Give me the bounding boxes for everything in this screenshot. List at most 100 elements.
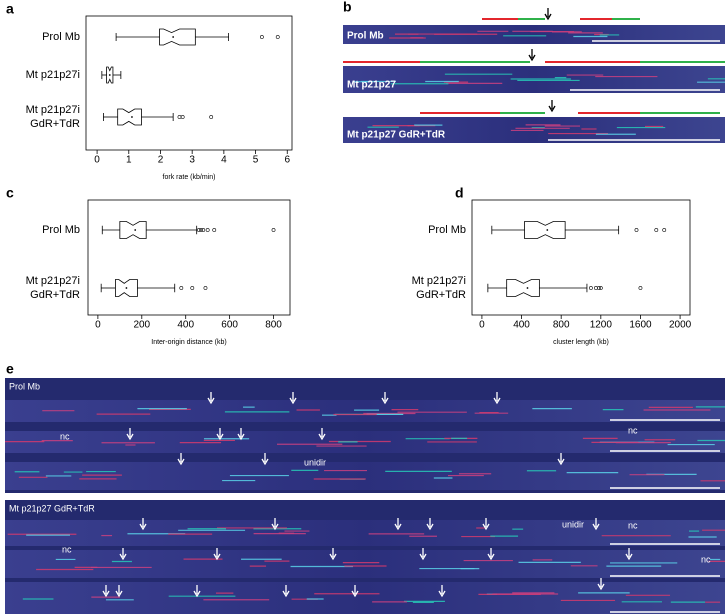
x-tick-label: 5 <box>253 155 259 166</box>
category-label: Mt p21p27i <box>412 275 466 287</box>
arrow-head <box>216 433 224 441</box>
x-tick-label: 400 <box>177 320 194 331</box>
annotation: unidir <box>562 519 584 529</box>
arrow-head <box>528 54 536 62</box>
arrow-head <box>289 397 297 405</box>
box <box>506 279 540 297</box>
x-tick-label: 1600 <box>629 320 652 331</box>
arrow-head <box>271 523 279 531</box>
arrow-head <box>351 590 359 598</box>
category-label: GdR+TdR <box>30 118 80 130</box>
arrow-head <box>207 397 215 405</box>
x-tick-label: 0 <box>94 155 100 166</box>
category-label: GdR+TdR <box>416 289 466 301</box>
arrow-head <box>544 13 552 21</box>
outlier <box>177 115 182 119</box>
annotation: nc <box>628 520 638 530</box>
box <box>524 221 566 239</box>
category-label: Prol Mb <box>428 224 466 236</box>
mean-dot <box>108 74 111 76</box>
outlier <box>180 115 185 119</box>
mean-dot <box>125 287 128 289</box>
arrow-head <box>548 105 556 113</box>
plot-frame <box>85 15 293 151</box>
x-tick-label: 2 <box>158 155 164 166</box>
arrow-head <box>102 590 110 598</box>
outlier <box>662 228 667 232</box>
group-title: Mt p21p27 GdR+TdR <box>9 503 95 513</box>
outlier <box>654 228 659 232</box>
box <box>159 28 196 46</box>
x-tick-label: 1200 <box>590 320 613 331</box>
x-axis-label: fork rate (kb/min) <box>163 174 216 181</box>
x-axis-label: cluster length (kb) <box>553 339 609 346</box>
arrow-head <box>119 553 127 561</box>
arrow-head <box>625 553 633 561</box>
x-tick-label: 200 <box>133 320 150 331</box>
annotation: unidir <box>304 457 326 467</box>
mean-dot <box>131 116 133 118</box>
outlier <box>190 286 195 290</box>
outlier <box>259 35 264 39</box>
mean-dot <box>526 287 529 289</box>
annotation: nc <box>62 544 72 554</box>
arrow-head <box>282 590 290 598</box>
panel-letter: e <box>6 361 14 377</box>
annotation: nc <box>628 425 638 435</box>
image-strip <box>343 25 725 44</box>
outlier <box>634 228 639 232</box>
category-label: Prol Mb <box>42 224 80 236</box>
outlier <box>598 286 603 290</box>
outlier <box>199 228 203 232</box>
arrow-head <box>177 458 185 466</box>
x-tick-label: 2000 <box>669 320 692 331</box>
arrow-head <box>139 523 147 531</box>
mean-dot <box>546 229 549 231</box>
x-tick-label: 600 <box>221 320 238 331</box>
x-tick-label: 800 <box>553 320 570 331</box>
arrow-head <box>237 433 245 441</box>
group-title: Prol Mb <box>9 381 40 391</box>
outlier <box>212 228 217 232</box>
outlier <box>209 115 214 119</box>
arrow-head <box>329 553 337 561</box>
arrow-head <box>482 523 490 531</box>
box <box>119 221 147 239</box>
category-label: Prol Mb <box>42 31 80 43</box>
mean-dot <box>172 36 175 38</box>
annotation: nc <box>701 554 711 564</box>
mean-dot <box>134 229 137 231</box>
image-strip <box>5 550 725 578</box>
x-tick-label: 0 <box>95 320 101 331</box>
category-label: GdR+TdR <box>30 289 80 301</box>
panel-letter: b <box>343 0 352 15</box>
arrow-head <box>213 553 221 561</box>
arrow-head <box>438 590 446 598</box>
outlier <box>589 286 593 290</box>
image-label: Mt p21p27 GdR+TdR <box>347 130 446 141</box>
x-tick-label: 0 <box>479 320 485 331</box>
arrow-head <box>557 458 565 466</box>
arrow-head <box>394 523 402 531</box>
x-tick-label: 6 <box>284 155 290 166</box>
outlier <box>179 286 184 290</box>
x-axis-label: Inter-origin distance (kb) <box>151 339 226 346</box>
x-tick-label: 400 <box>513 320 530 331</box>
image-strip <box>5 520 725 546</box>
outlier <box>638 286 643 290</box>
x-tick-label: 800 <box>265 320 282 331</box>
arrow-head <box>487 553 495 561</box>
panel-letter: d <box>455 185 464 201</box>
plot-frame <box>471 199 691 316</box>
annotation: nc <box>60 431 70 441</box>
outlier <box>271 228 276 232</box>
arrow-head <box>318 433 326 441</box>
outlier <box>205 228 210 232</box>
x-tick-label: 3 <box>189 155 195 166</box>
panel-letter: c <box>6 185 14 201</box>
x-tick-label: 1 <box>126 155 132 166</box>
arrow-head <box>419 553 427 561</box>
category-label: Mt p21p27i <box>26 104 80 116</box>
image-label: Mt p21p27 <box>347 80 396 91</box>
